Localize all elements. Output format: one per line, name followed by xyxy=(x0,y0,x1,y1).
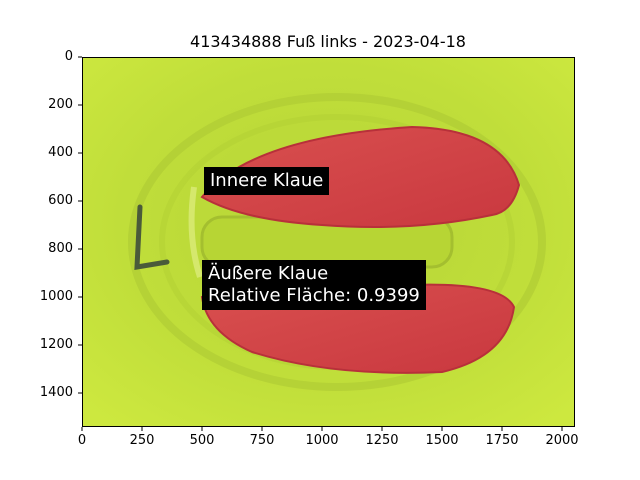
hoof-photo xyxy=(82,57,575,427)
outer-claw-text: Äußere Klaue xyxy=(208,263,329,284)
y-tick-label: 800 xyxy=(48,241,73,256)
x-tick-label: 1750 xyxy=(485,433,519,448)
inner-claw-region xyxy=(200,125,521,229)
y-tick-label: 400 xyxy=(48,145,73,160)
x-tick-label: 2000 xyxy=(545,433,579,448)
l-marker-icon xyxy=(134,204,170,270)
y-tick-label: 1000 xyxy=(39,289,73,304)
y-tick-label: 0 xyxy=(64,49,73,64)
x-tick-label: 1000 xyxy=(305,433,339,448)
x-tick-label: 1500 xyxy=(425,433,459,448)
x-tick-label: 0 xyxy=(77,433,87,448)
x-tick-label: 750 xyxy=(249,433,275,448)
y-tick-label: 1200 xyxy=(39,337,73,352)
inner-claw-text: Innere Klaue xyxy=(210,170,324,191)
inner-claw-label: Innere Klaue xyxy=(204,167,330,195)
y-tick-label: 1400 xyxy=(39,385,73,400)
outer-claw-label: Äußere Klaue Relative Fläche: 0.9399 xyxy=(202,260,426,310)
x-tick-label: 1250 xyxy=(365,433,399,448)
y-tick-label: 600 xyxy=(48,193,73,208)
y-tick-label: 200 xyxy=(48,97,73,112)
x-tick-label: 250 xyxy=(129,433,155,448)
figure-title: 413434888 Fuß links - 2023-04-18 xyxy=(190,32,466,51)
image-axes: Innere Klaue Äußere Klaue Relative Fläch… xyxy=(82,57,575,427)
x-tick-label: 500 xyxy=(189,433,215,448)
relative-area-text: Relative Fläche: 0.9399 xyxy=(208,285,420,306)
